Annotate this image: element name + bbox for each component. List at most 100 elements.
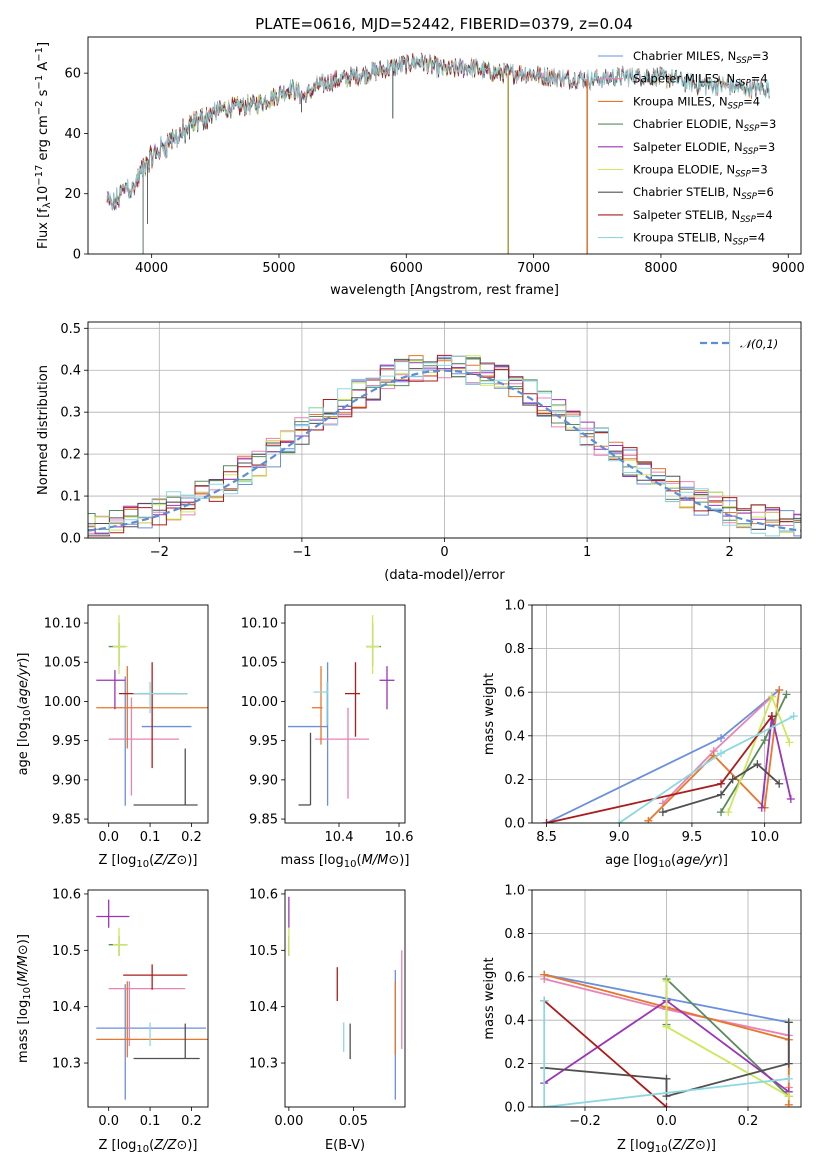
y-tick-label: 1.0 — [504, 599, 525, 614]
plot-area-residuals — [88, 354, 801, 537]
weight-point-marker — [717, 733, 726, 742]
weight-point-marker — [728, 775, 737, 784]
x-tick-label: 0.0 — [98, 830, 119, 845]
weight-point-marker — [717, 808, 726, 817]
y-axis-label: mass weight — [482, 673, 497, 755]
weight-point-marker — [784, 1059, 793, 1068]
plots-layer: 4000 5000 6000 7000 8000 90000204060wavelengt… — [16, 36, 805, 1155]
axes-frame — [531, 889, 802, 1108]
y-tick-label: 9.85 — [249, 813, 278, 828]
x-tick-label: 10.4 — [325, 830, 354, 845]
x-axis-label: (data-model)/error — [384, 568, 505, 583]
legend-label: Chabrier ELODIE, NSSP=3 — [633, 117, 776, 134]
histogram-step-line — [88, 362, 801, 534]
x-tick-label: 7000 — [517, 261, 550, 276]
weight-point-marker — [789, 712, 798, 721]
x-tick-label: 0.05 — [339, 1114, 368, 1129]
x-axis-label: E(B-V) — [325, 1138, 365, 1153]
x-tick-label: 0 — [440, 545, 448, 560]
plot-area-spectrum — [106, 52, 770, 254]
x-tick-label: 4000 — [135, 261, 168, 276]
weight-point-marker — [717, 790, 726, 799]
weight-point-marker — [662, 1074, 671, 1083]
y-tick-label: 20 — [64, 187, 81, 202]
weight-point-marker — [662, 1103, 671, 1107]
y-tick-label: 10.05 — [44, 656, 81, 671]
plot-area-age-vs-Z — [96, 615, 208, 806]
panel-residuals: −2 −1 0 1 2 0.0 0.1 0.2 0.3 0.4 0.5 (data-model)/er… — [36, 321, 802, 583]
x-axis-label: Z [log10(Z/Z⊙)] — [98, 1138, 197, 1155]
weight-point-marker — [767, 712, 776, 721]
x-axis-label: Z [log10(Z/Z⊙)] — [98, 853, 197, 870]
y-tick-label: 1.0 — [504, 884, 525, 899]
x-tick-label: 2 — [726, 545, 734, 560]
legend-label: Salpeter STELIB, NSSP=4 — [633, 208, 773, 225]
panel-age-vs-Z: 0.0 0.1 0.2 9.85 9.90 9.95 10.00 10.05 10.10 Z [l… — [16, 604, 209, 870]
x-tick-label: 10.0 — [750, 830, 779, 845]
legend-label: 𝒩(0,1) — [740, 337, 778, 351]
weight-point-marker — [784, 1092, 793, 1101]
y-axis-label: mass weight — [482, 957, 497, 1039]
weight-point-marker — [540, 996, 549, 1005]
axes-frame — [87, 604, 209, 824]
x-tick-label: 0.1 — [140, 830, 161, 845]
legend-label: Chabrier STELIB, NSSP=6 — [633, 185, 774, 202]
y-tick-label: 0.6 — [504, 686, 525, 701]
x-tick-label: −2 — [150, 545, 169, 560]
figure-title: PLATE=0616, MJD=52442, FIBERID=0379, z=0… — [255, 15, 633, 33]
x-tick-label: 0.2 — [181, 1114, 202, 1129]
y-axis-label: Normed distribution — [36, 365, 51, 495]
y-tick-label: 9.90 — [249, 773, 278, 788]
y-tick-label: 0 — [73, 248, 81, 263]
normal-reference-curve — [88, 369, 801, 532]
panel-weight-vs-age: 8.5 9.0 9.5 10.0 0.0 0.2 0.4 0.6 0.8 1.0 age [log1… — [482, 599, 802, 870]
panel-mass-vs-Z: 0.0 0.1 0.2 10.3 10.4 10.5 10.6 Z [log10(Z/Z⊙)]… — [16, 887, 209, 1155]
x-tick-label: −1 — [292, 545, 311, 560]
x-tick-label: 0.00 — [274, 1114, 303, 1129]
y-tick-label: 10.00 — [44, 695, 81, 710]
weight-point-marker — [785, 738, 794, 747]
weight-point-marker — [717, 779, 726, 788]
x-axis-label: mass [log10(M/M⊙)] — [281, 853, 410, 870]
x-tick-label: 10.6 — [385, 830, 414, 845]
y-tick-label: 0.6 — [504, 970, 525, 985]
weight-point-marker — [775, 779, 784, 788]
y-axis-label: age [log10(age/yr)] — [16, 653, 33, 776]
y-tick-label: 10.00 — [241, 695, 278, 710]
y-tick-label: 0.4 — [60, 364, 81, 379]
y-tick-label: 0.8 — [504, 642, 525, 657]
y-tick-label: 10.6 — [52, 887, 81, 902]
weight-point-marker — [615, 819, 624, 823]
weight-point-marker — [540, 970, 549, 979]
weight-point-marker — [784, 1074, 793, 1083]
weight-point-marker — [784, 1018, 793, 1027]
y-tick-label: 10.10 — [241, 617, 278, 632]
y-tick-label: 9.85 — [52, 813, 81, 828]
weight-point-marker — [784, 1100, 793, 1107]
x-axis-label: wavelength [Angstrom, rest frame] — [330, 283, 559, 298]
axes-frame — [284, 604, 406, 824]
x-axis-label: Z [log10(Z/Z⊙)] — [617, 1138, 716, 1155]
y-tick-label: 10.5 — [249, 944, 278, 959]
x-tick-label: 0.0 — [98, 1114, 119, 1129]
y-tick-label: 0.0 — [504, 1101, 525, 1116]
y-tick-label: 0.8 — [504, 927, 525, 942]
x-tick-label: 9.5 — [682, 830, 703, 845]
x-tick-label: 0.2 — [738, 1114, 759, 1129]
y-tick-label: 9.95 — [52, 734, 81, 749]
weight-point-marker — [753, 760, 762, 769]
y-tick-label: 10.5 — [52, 944, 81, 959]
panel-spectrum: 4000 5000 6000 7000 8000 9000 0 20 40 60 wavelengt… — [34, 36, 805, 298]
weight-point-marker — [717, 749, 726, 758]
weight-line — [543, 1000, 789, 1107]
weight-line — [543, 1000, 668, 1107]
histogram-step-line — [88, 355, 801, 535]
x-tick-label: 0.2 — [181, 830, 202, 845]
weight-point-marker — [542, 819, 551, 823]
y-tick-label: 10.05 — [241, 656, 278, 671]
x-axis-label: age [log10(age/yr)] — [605, 853, 728, 870]
y-axis-label: Flux [fλ10−17 erg cm−2 s−1 A−1] — [34, 42, 53, 249]
plot-area-weight-vs-age — [542, 686, 798, 823]
plot-area-weight-vs-Z — [540, 970, 793, 1107]
